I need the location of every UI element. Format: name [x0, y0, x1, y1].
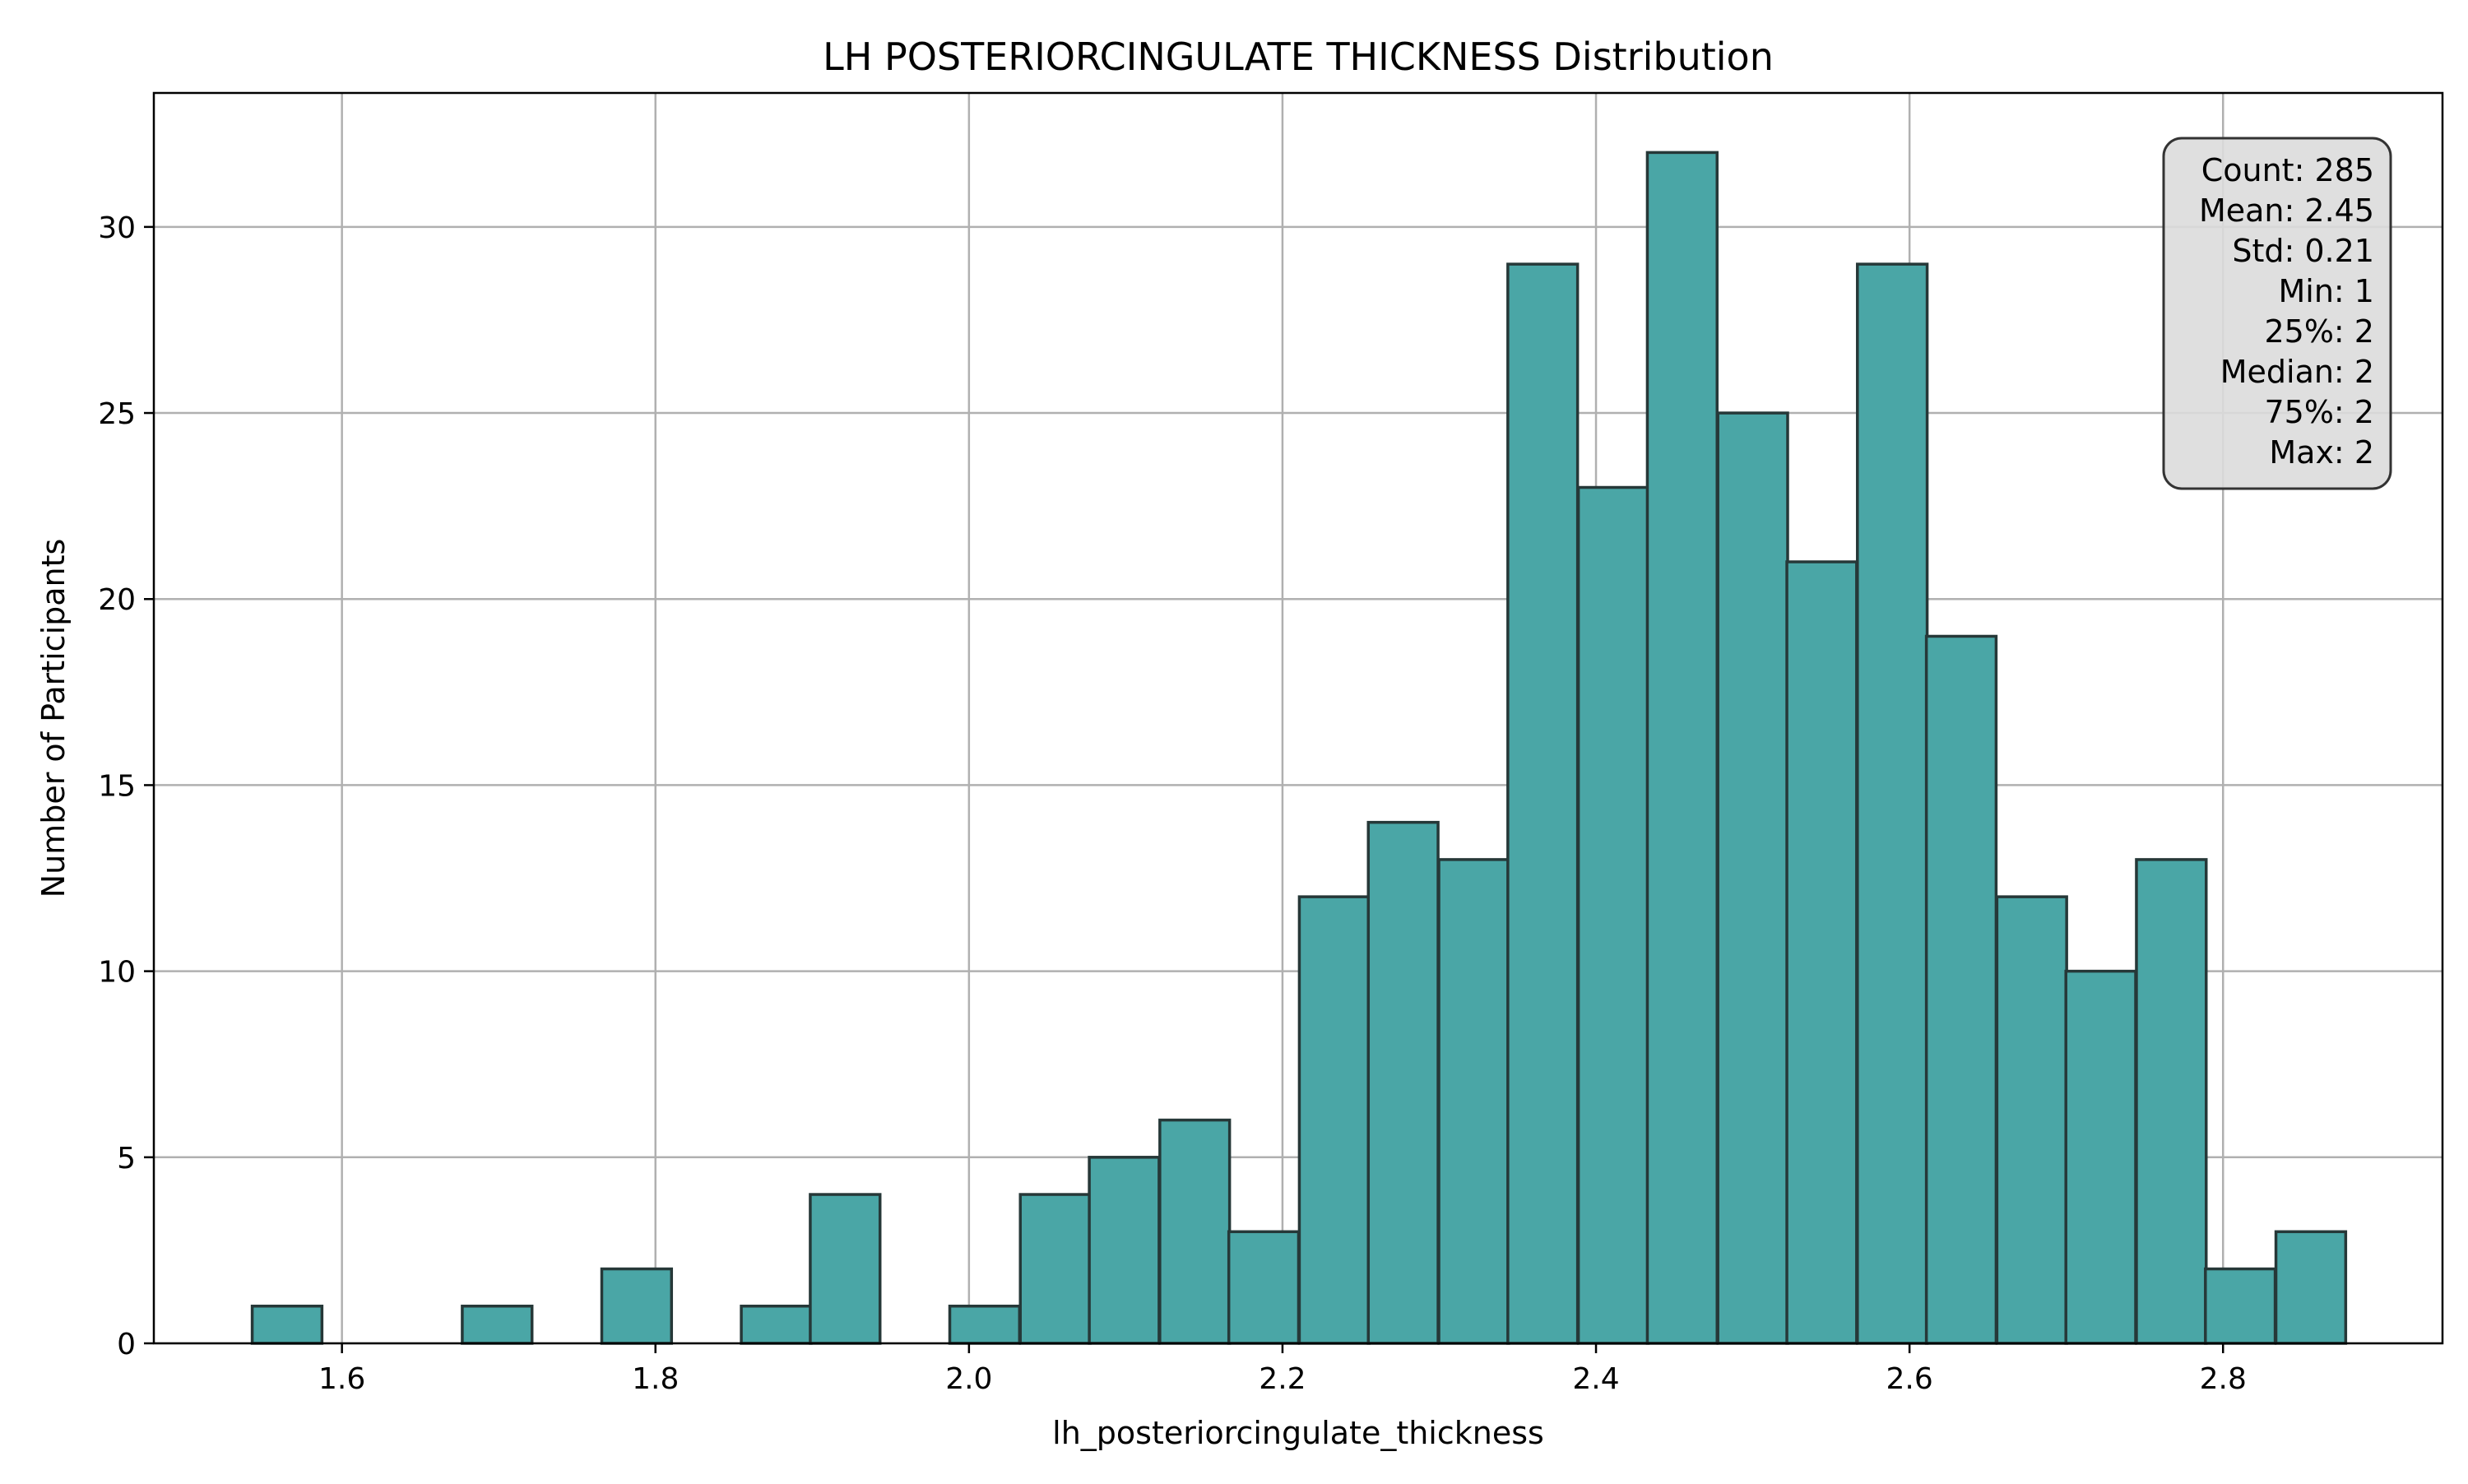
y-tick-label: 15 — [98, 769, 136, 803]
histogram-bar — [1018, 1193, 1092, 1345]
histogram-bar — [1088, 1156, 1161, 1345]
x-tick-label: 2.8 — [2200, 1362, 2247, 1396]
histogram-bar — [948, 1305, 1022, 1345]
histogram-bar — [1995, 895, 2068, 1345]
x-tick-label: 2.2 — [1259, 1362, 1306, 1396]
y-tick-label: 20 — [98, 583, 136, 617]
histogram-bar — [1785, 560, 1858, 1345]
histogram-bar — [1366, 820, 1440, 1345]
histogram-bar — [2135, 858, 2208, 1345]
histogram-bar — [600, 1267, 674, 1345]
x-tick-label: 2.4 — [1572, 1362, 1619, 1396]
histogram-bar — [461, 1305, 534, 1345]
y-tick-label: 5 — [117, 1142, 136, 1176]
stats-line: Median: 2 — [2220, 354, 2374, 390]
histogram-bar — [1856, 262, 1929, 1345]
y-tick-label: 25 — [98, 397, 136, 431]
histogram-bar — [2204, 1267, 2277, 1345]
stats-line: Count: 285 — [2201, 152, 2374, 188]
stats-line: Max: 2 — [2269, 434, 2374, 471]
histogram-bar — [1506, 262, 1580, 1345]
x-tick-label: 1.6 — [318, 1362, 365, 1396]
chart-title: LH POSTERIORCINGULATE THICKNESS Distribu… — [823, 35, 1774, 79]
histogram-bar — [1437, 858, 1510, 1345]
histogram-bar — [250, 1305, 324, 1345]
y-tick-label: 0 — [117, 1328, 136, 1361]
y-tick-label: 10 — [98, 956, 136, 990]
histogram-bar — [809, 1193, 882, 1345]
histogram-bar — [740, 1305, 813, 1345]
stats-lines: Count: 285 Mean: 2.45 Std: 0.21 Min: 1 25%: … — [2199, 152, 2374, 471]
stats-line: Min: 1 — [2279, 273, 2375, 309]
histogram-bar — [1716, 411, 1789, 1345]
histogram-bar — [1158, 1118, 1232, 1345]
plot-frame — [152, 91, 2444, 1345]
histogram-bar — [1227, 1230, 1301, 1345]
histogram-bar — [1576, 485, 1650, 1345]
x-tick-label: 2.6 — [1886, 1362, 1933, 1396]
histogram-bar — [1297, 895, 1371, 1345]
histogram-bars — [250, 151, 2348, 1345]
stats-line: Std: 0.21 — [2232, 233, 2374, 269]
x-axis-ticks: 1.6 1.8 2.0 2.2 2.4 2.6 2.8 — [318, 1343, 2247, 1396]
y-axis-ticks: 0 5 10 15 20 25 30 — [98, 211, 154, 1361]
stats-box: Count: 285 Mean: 2.45 Std: 0.21 Min: 1 25%: … — [2162, 137, 2392, 490]
stats-box-background — [2162, 137, 2392, 490]
histogram-bar — [2274, 1230, 2348, 1345]
x-axis-label: lh_posteriorcingulate_thickness — [1052, 1415, 1544, 1451]
histogram-bar — [1645, 151, 1719, 1345]
y-axis-label: Number of Participants — [35, 539, 72, 898]
stats-line: 25%: 2 — [2264, 313, 2374, 350]
stats-line: 75%: 2 — [2264, 394, 2374, 430]
y-tick-label: 30 — [98, 211, 136, 245]
x-tick-label: 2.0 — [945, 1362, 992, 1396]
histogram-bar — [2064, 969, 2137, 1345]
stats-line: Mean: 2.45 — [2199, 192, 2374, 229]
x-tick-label: 1.8 — [632, 1362, 679, 1396]
histogram-bar — [1924, 634, 1998, 1345]
